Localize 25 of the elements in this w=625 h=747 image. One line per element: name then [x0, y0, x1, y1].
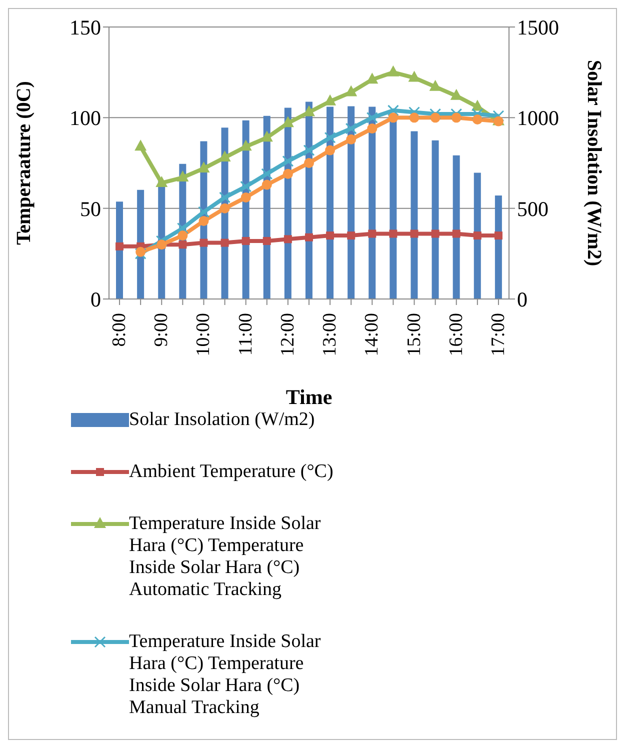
- x-tick-label: 9:00: [151, 313, 172, 347]
- x-tick-label: 11:00: [235, 313, 256, 356]
- x-axis-title: Time: [286, 385, 332, 409]
- y2-tick-label: 1000: [517, 106, 559, 130]
- legend-label: Temperature Inside Solar Hara (°C) Temperature Inside Solar Hara (°C) Manual Tracking: [129, 631, 322, 719]
- y2-tick-label: 1500: [517, 15, 559, 40]
- legend-label: Solar Insolation (W/m2): [129, 409, 316, 431]
- x-tick-label: 15:00: [404, 313, 425, 356]
- x-tick-label: 8:00: [109, 313, 130, 347]
- x-tick-label: 12:00: [277, 313, 298, 356]
- y-tick-label: 150: [70, 15, 101, 40]
- legend-label: Ambient Temperature (°C): [129, 461, 334, 483]
- legend-label: Temperature Inside Solar Hara (°C) Temperature Inside Solar Hara (°C) Automatic Tracking: [129, 513, 322, 601]
- y-tick-label: 100: [70, 106, 101, 130]
- y-axis-title: Temperaature (0C): [13, 81, 36, 245]
- y2-tick-label: 0: [517, 287, 528, 312]
- x-tick-label: 16:00: [446, 313, 467, 356]
- x-tick-label: 13:00: [320, 313, 341, 356]
- y-tick-label: 0: [90, 287, 101, 312]
- y2-tick-label: 500: [517, 196, 548, 221]
- y-tick-label: 50: [80, 196, 101, 221]
- x-tick-label: 14:00: [362, 313, 383, 356]
- x-tick-label: 17:00: [488, 313, 509, 356]
- x-tick-label: 10:00: [193, 313, 214, 356]
- y2-axis-title: Solar Insolation (W/m2): [582, 60, 605, 266]
